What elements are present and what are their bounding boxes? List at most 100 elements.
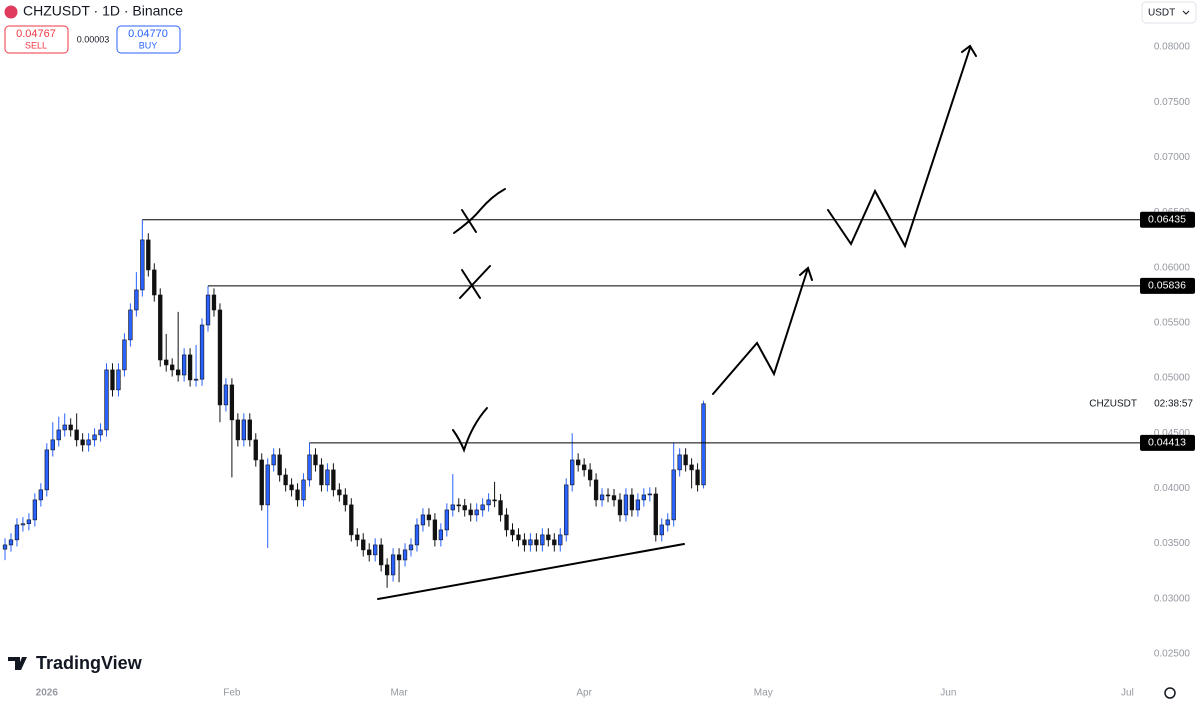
candle-body <box>289 484 294 491</box>
candle-body <box>564 484 569 536</box>
candle-body <box>319 464 324 486</box>
candle-body <box>653 493 658 536</box>
currency-select[interactable] <box>1141 1 1197 24</box>
check-mark <box>452 407 488 453</box>
candle-body <box>229 384 235 421</box>
candle-body <box>38 489 43 501</box>
candle-body <box>247 419 252 441</box>
candle-body <box>498 500 503 516</box>
candle-body <box>241 419 246 441</box>
candle-body <box>283 474 288 486</box>
candle-body <box>432 519 438 541</box>
y-tick-label: 0.02500 <box>1154 649 1191 660</box>
candle-body <box>522 539 527 546</box>
candle-body <box>164 359 169 366</box>
candle-body <box>86 439 91 446</box>
candle-body <box>384 564 390 576</box>
candle-body <box>695 469 700 486</box>
y-tick-label: 0.06000 <box>1154 262 1191 273</box>
candle-body <box>158 294 163 361</box>
x-tick-label: Feb <box>223 688 241 699</box>
candle-body <box>408 544 414 551</box>
candle-body <box>74 429 79 441</box>
candle-body <box>313 454 318 466</box>
candle-body <box>587 469 593 481</box>
candle-body <box>474 509 479 516</box>
x-tick-label: Jun <box>940 688 956 699</box>
candle-body <box>438 529 444 541</box>
trendline <box>377 543 685 600</box>
dropdown-icon <box>1182 10 1190 15</box>
candle-body <box>134 289 139 311</box>
candle-body <box>259 459 264 506</box>
candle-body <box>534 539 539 546</box>
candle-body <box>540 534 545 546</box>
y-tick-label: 0.05000 <box>1154 373 1191 384</box>
candle-body <box>683 454 688 466</box>
candle-body <box>301 479 306 501</box>
candle-body <box>277 454 282 476</box>
candle-body <box>2 544 8 550</box>
candle-body <box>480 504 485 511</box>
candle-body <box>116 369 121 391</box>
x-tick-label: Mar <box>390 688 408 699</box>
candle-body <box>104 369 109 431</box>
candle-body <box>516 534 521 541</box>
drawings <box>377 44 977 600</box>
buy-button[interactable] <box>116 25 181 54</box>
candle-body <box>56 429 61 441</box>
candle-body <box>98 429 103 436</box>
candle-body <box>80 439 85 446</box>
candle-body <box>593 479 599 501</box>
candle-body <box>152 269 157 296</box>
sell-button[interactable] <box>4 25 69 54</box>
candle-body <box>558 534 563 546</box>
candle-body <box>205 294 211 326</box>
axis-symbol: CHZUSDT <box>1089 399 1137 410</box>
candle-body <box>373 544 378 556</box>
candle-body <box>349 504 354 536</box>
candle-body <box>307 454 312 481</box>
candle-body <box>367 549 372 556</box>
candle-body <box>414 524 420 546</box>
buy-label: BUY <box>139 40 158 50</box>
brand: TradingView <box>36 653 143 673</box>
candle-body <box>235 419 241 441</box>
candle-body <box>570 459 575 486</box>
candle-body <box>426 514 432 521</box>
candle-body <box>140 239 145 291</box>
candle-body <box>187 354 193 381</box>
candle-body <box>456 504 461 507</box>
settings-icon[interactable] <box>1164 687 1176 699</box>
candle-body <box>62 424 67 431</box>
candle-body <box>193 378 199 381</box>
sell-label: SELL <box>25 40 47 50</box>
candle-body <box>665 519 670 526</box>
candle-body <box>343 494 348 506</box>
y-tick-label: 0.07500 <box>1154 97 1191 108</box>
candle-body <box>641 494 646 501</box>
candle-body <box>671 469 676 521</box>
x-tick-label: Apr <box>576 688 592 699</box>
candle-body <box>605 494 611 497</box>
cross-mark <box>453 188 506 234</box>
y-tick-label: 0.03000 <box>1154 593 1191 604</box>
candle-body <box>26 519 32 525</box>
candle-body <box>378 544 384 566</box>
candle-body <box>128 309 133 341</box>
plot: 0.02500 0.03000 0.03500 0.04000 0.04500 0.050… <box>2 42 1191 699</box>
candle-body <box>337 489 342 496</box>
candle-body <box>546 534 551 541</box>
candle-body <box>68 424 73 431</box>
candle-body <box>217 309 223 406</box>
sell-price: 0.04767 <box>16 28 56 40</box>
candle-body <box>629 494 635 511</box>
candle-body <box>146 239 151 271</box>
spread: 0.00003 <box>77 34 110 44</box>
candle-body <box>122 339 127 371</box>
y-tick-label: 0.03500 <box>1154 538 1191 549</box>
y-tick-label: 0.04500 <box>1154 428 1191 439</box>
candle-body <box>504 514 509 531</box>
candle-body <box>701 403 706 486</box>
candle-body <box>468 509 473 516</box>
